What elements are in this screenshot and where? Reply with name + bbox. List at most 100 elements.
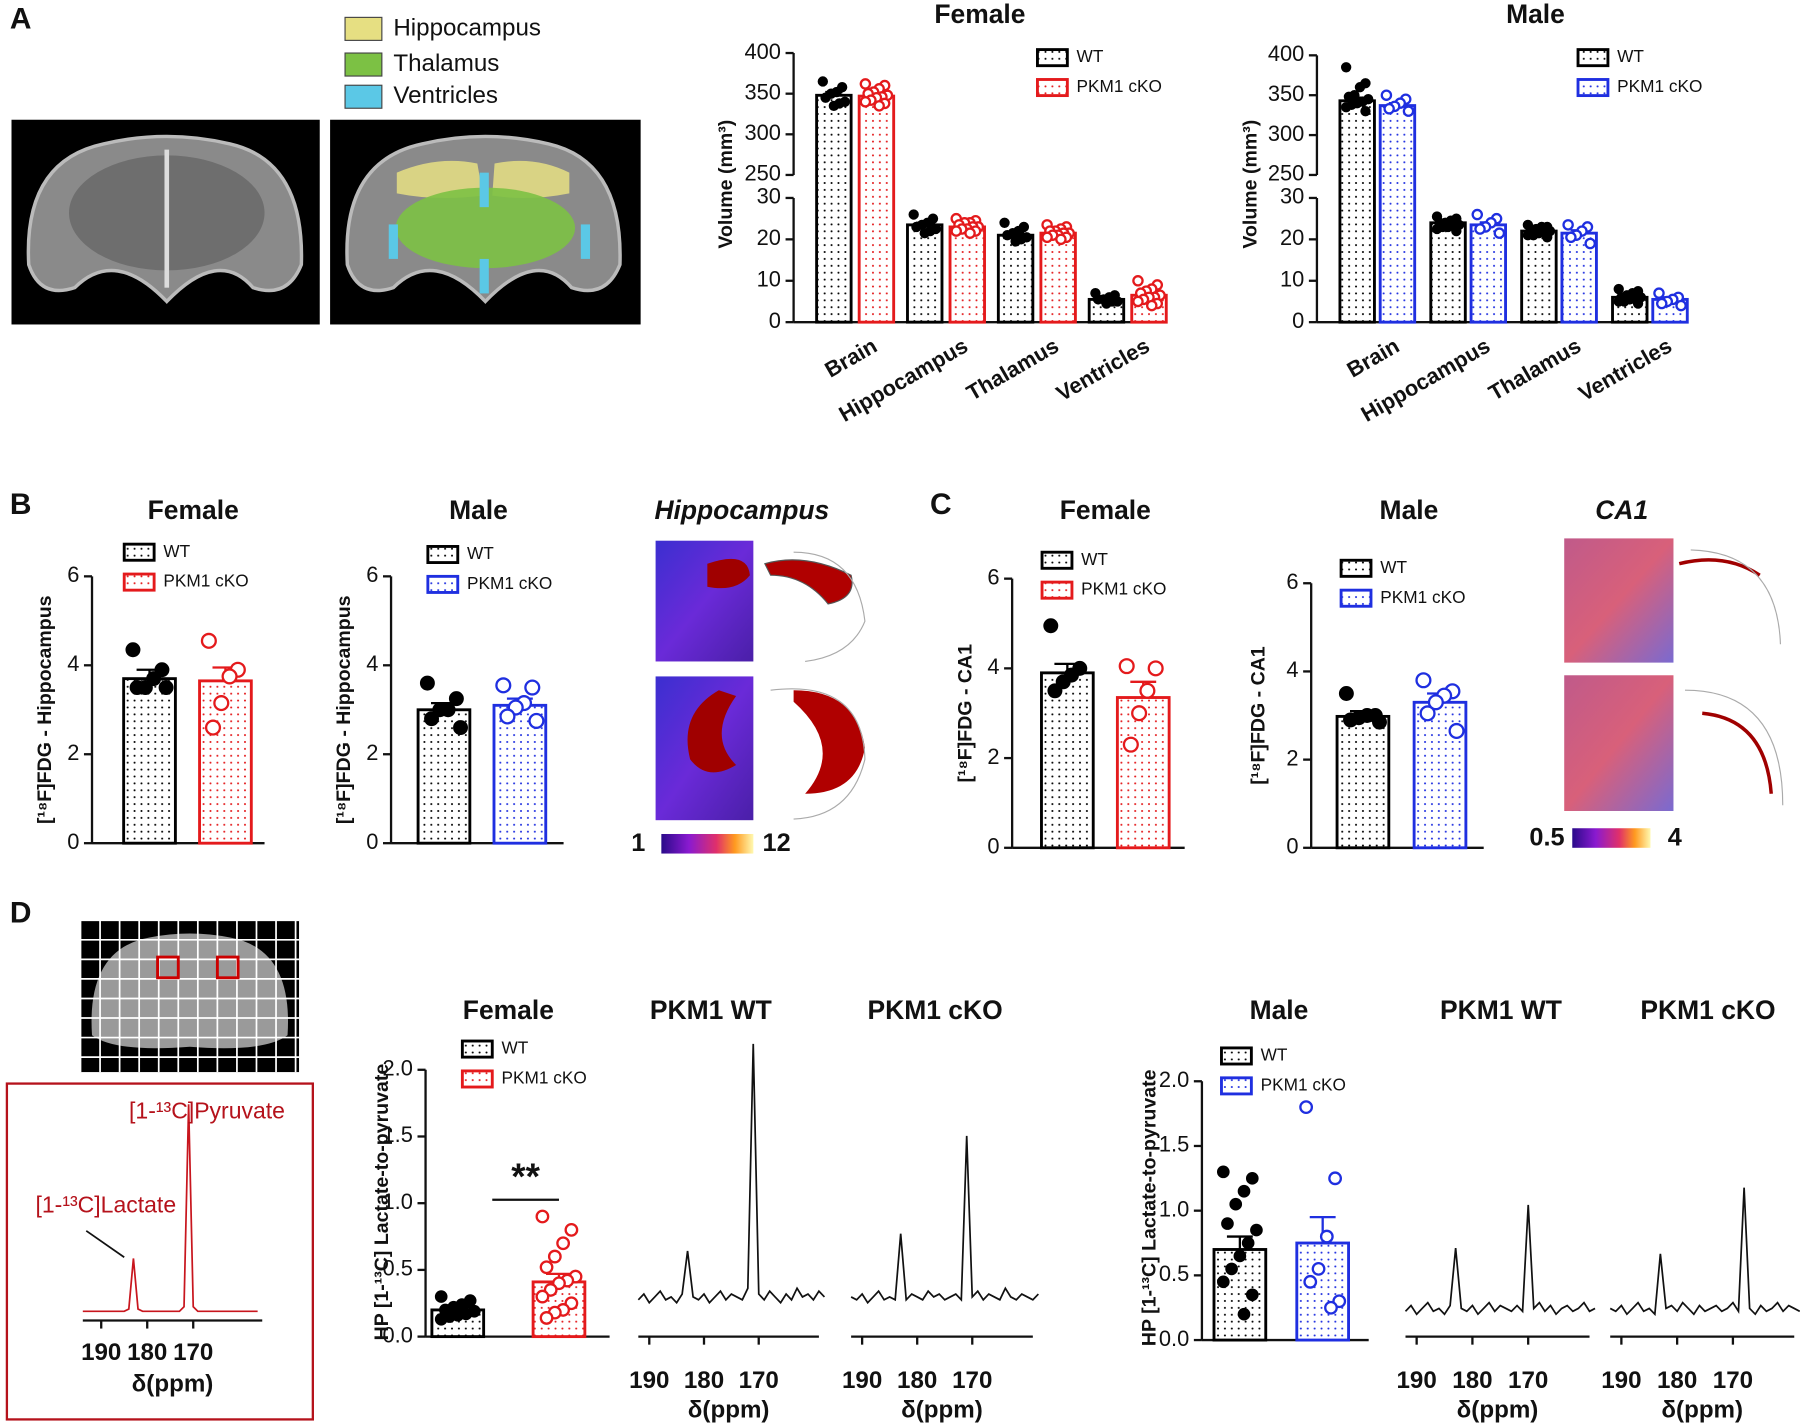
x-axis-label: δ(ppm) — [901, 1397, 983, 1423]
y-tick-label: 350 — [1268, 81, 1304, 106]
data-point — [424, 711, 440, 727]
data-point — [1303, 1274, 1318, 1289]
x-tick-label: 170 — [1713, 1367, 1753, 1394]
data-point — [1216, 1165, 1230, 1179]
data-point — [1343, 712, 1358, 728]
x-tick-label: Ventricles — [1052, 333, 1154, 406]
data-point — [1010, 236, 1021, 247]
bar — [948, 225, 986, 324]
data-point — [1340, 62, 1352, 73]
chart-title: Male — [1506, 0, 1565, 29]
x-tick-label: 170 — [173, 1339, 213, 1366]
pet-images — [655, 538, 1784, 854]
y-tick-label: 2.0 — [383, 1056, 413, 1081]
y-tick-label: 2 — [987, 744, 999, 769]
bar — [1335, 714, 1391, 850]
x-axis-label: δ(ppm) — [688, 1397, 770, 1423]
y-tick-label: 1.0 — [1159, 1196, 1189, 1221]
data-point — [820, 92, 831, 103]
data-point — [1002, 230, 1013, 241]
legend-swatch — [1040, 550, 1074, 570]
x-tick-label: 170 — [1508, 1367, 1548, 1394]
data-point — [1415, 672, 1432, 689]
y-axis-label: [¹⁸F]FDG - Hippocampus — [34, 595, 56, 824]
data-point — [1328, 1171, 1343, 1186]
legend-swatch — [1036, 48, 1069, 68]
y-tick-label: 10 — [757, 267, 781, 292]
legend-swatch — [1036, 78, 1069, 98]
bar — [1520, 229, 1558, 324]
legend-label: WT — [501, 1038, 528, 1058]
data-point — [158, 680, 174, 696]
legend-label: WT — [1261, 1045, 1288, 1065]
spectrum-line — [1609, 1187, 1800, 1317]
y-axis-label: Volume (mm³) — [1240, 120, 1262, 249]
y-axis-label: Volume (mm³) — [715, 120, 737, 249]
x-tick-label: 180 — [897, 1367, 937, 1394]
data-point — [1613, 296, 1624, 307]
colorbar-max: 12 — [763, 829, 791, 857]
y-tick-label: 300 — [745, 120, 781, 145]
data-point — [1132, 275, 1144, 287]
y-tick-label: 0 — [1286, 834, 1298, 859]
data-point — [1118, 658, 1135, 675]
legend-swatch — [122, 572, 156, 592]
region-swatch — [344, 16, 383, 41]
y-tick-label: 30 — [757, 184, 781, 209]
peak-label: [1-¹³C]Lactate — [36, 1192, 177, 1218]
data-point — [950, 225, 962, 237]
bar — [906, 223, 944, 324]
bar — [1469, 223, 1507, 324]
y-tick-label: 4 — [67, 651, 79, 676]
data-point — [453, 720, 468, 736]
x-tick-label: 180 — [1657, 1367, 1697, 1394]
y-tick-label: 2.0 — [1159, 1067, 1189, 1092]
data-point — [1448, 722, 1465, 740]
legend-swatch — [1220, 1076, 1253, 1096]
y-tick-label: 10 — [1280, 267, 1304, 292]
data-point — [1493, 227, 1506, 239]
chart-title: PKM1 WT — [650, 995, 772, 1025]
legend-swatch — [426, 574, 460, 594]
data-point — [1055, 233, 1067, 246]
data-point — [1311, 1261, 1326, 1276]
y-tick-label: 0.5 — [1159, 1261, 1189, 1286]
data-point — [1380, 89, 1393, 101]
y-tick-label: 2 — [1286, 745, 1298, 770]
data-point — [1237, 1184, 1251, 1198]
spectrum-line — [850, 1135, 1039, 1305]
chart-title: PKM1 cKO — [1640, 995, 1775, 1025]
grid-image — [5, 919, 314, 1421]
data-point — [1632, 298, 1644, 309]
data-point — [495, 677, 512, 694]
data-point — [1383, 103, 1395, 115]
legend-swatch — [122, 542, 156, 562]
data-point — [200, 632, 217, 649]
y-tick-label: 400 — [1268, 41, 1304, 66]
y-tick-label: 20 — [757, 225, 781, 250]
data-point — [221, 668, 238, 685]
bar — [1039, 231, 1077, 324]
legend-label: WT — [1077, 46, 1104, 66]
panel-label: A — [10, 3, 32, 36]
chart-title: Male — [449, 495, 508, 525]
data-point — [1299, 1100, 1314, 1115]
y-axis-label: HP [1-¹³C] Lactate-to-pyruvate — [1138, 1069, 1160, 1346]
data-point — [535, 1289, 550, 1304]
data-point — [999, 217, 1010, 228]
data-point — [1324, 1300, 1338, 1315]
x-axis-label: δ(ppm) — [1457, 1397, 1539, 1423]
y-axis-label: HP [1-¹³C] Lactate-to-pyruvate — [371, 1064, 393, 1341]
data-point — [1360, 105, 1371, 117]
y-tick-label: 350 — [745, 79, 781, 104]
data-point — [539, 1311, 554, 1325]
bar — [1115, 696, 1171, 850]
x-tick-label: 190 — [1601, 1367, 1641, 1394]
ventricle-overlay — [580, 224, 591, 259]
y-tick-label: 1.5 — [383, 1122, 413, 1147]
data-point — [873, 100, 885, 112]
data-point — [859, 96, 872, 108]
ventricle-overlay — [479, 258, 489, 294]
chart-title: Male — [1380, 495, 1439, 525]
x-tick-label: 170 — [739, 1367, 779, 1394]
